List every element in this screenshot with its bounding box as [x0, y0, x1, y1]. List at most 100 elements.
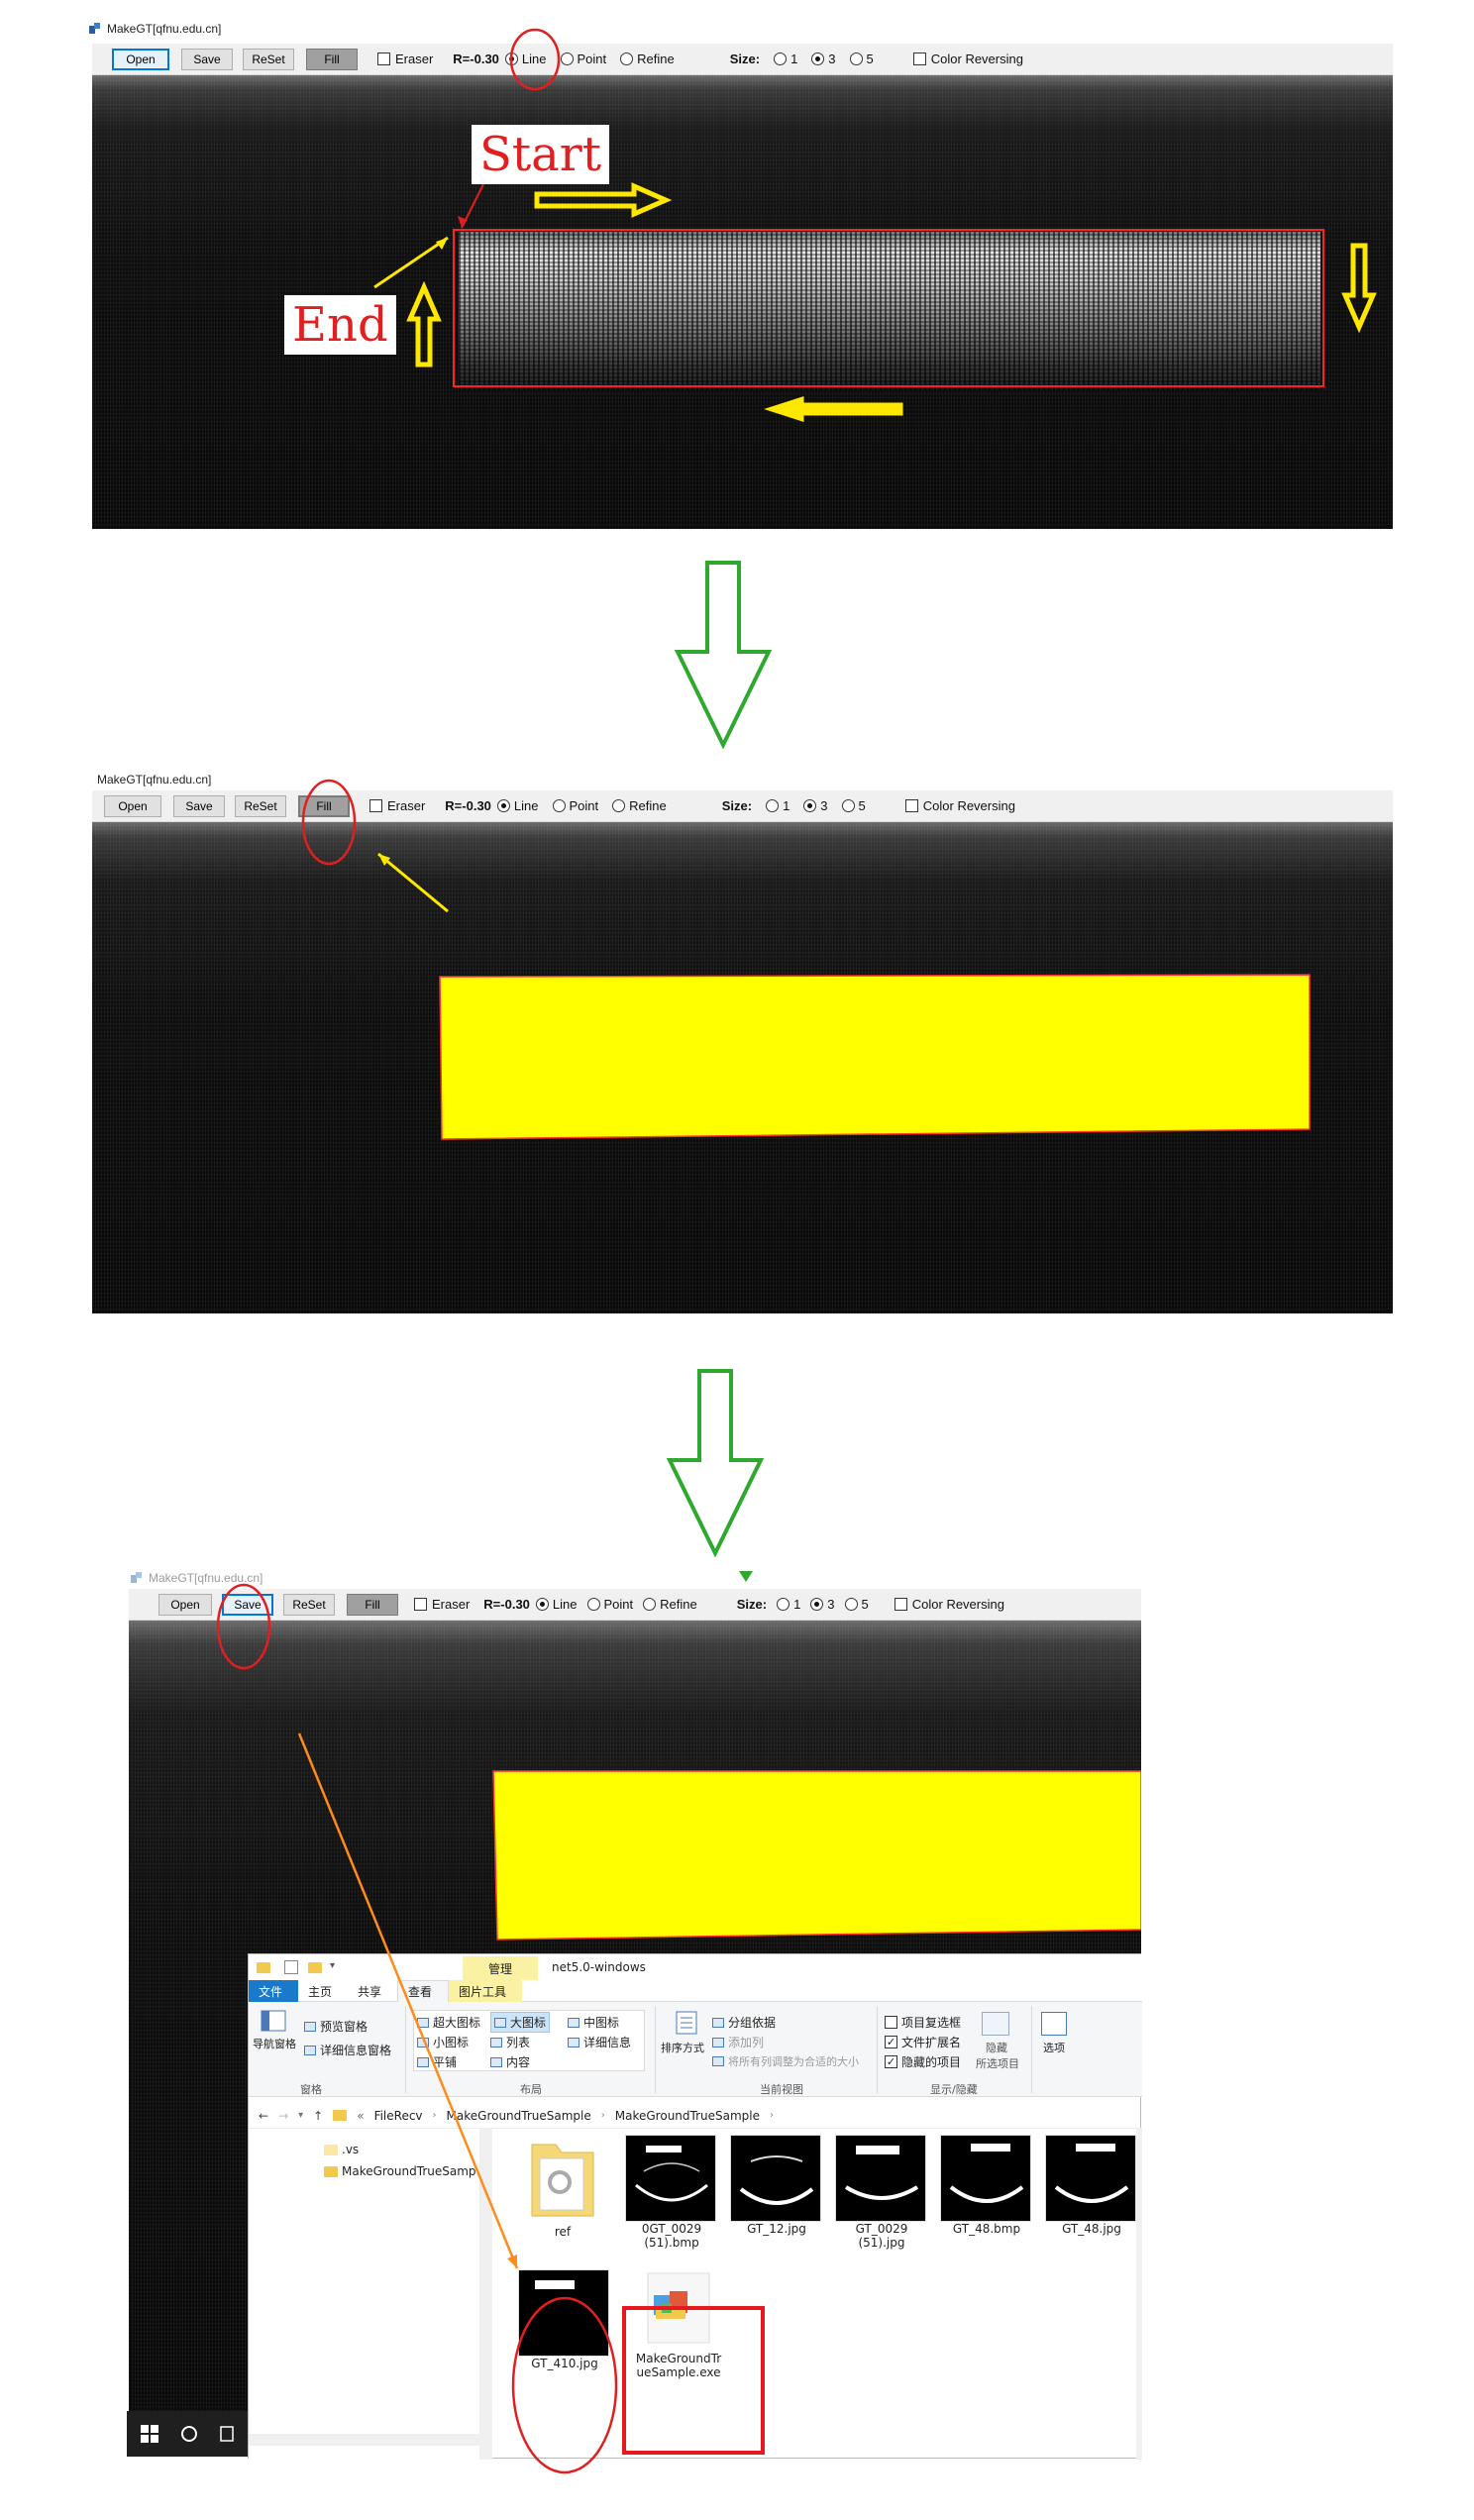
- gt-thumbnail: [940, 2135, 1031, 2222]
- file-item-0gt-0029-51-bmp[interactable]: 0GT_0029 (51).bmp: [625, 2135, 718, 2250]
- color-reversing-checkbox[interactable]: Color Reversing: [904, 798, 1015, 813]
- line-radio[interactable]: Line: [496, 798, 539, 813]
- hidden-items-toggle[interactable]: 隐藏的项目: [885, 2053, 961, 2070]
- tab-home[interactable]: 主页: [308, 1984, 333, 1999]
- breadcrumb-filerecv[interactable]: FileRecv: [373, 2108, 423, 2123]
- new-folder-icon[interactable]: [308, 1962, 322, 1973]
- item-checkboxes-toggle[interactable]: 项目复选框: [885, 2014, 961, 2031]
- left-arrow: [764, 395, 903, 423]
- tree-scrollbar[interactable]: [480, 2129, 492, 2460]
- tree-item-makegroundtruesample[interactable]: MakeGroundTrueSamp: [324, 2164, 476, 2178]
- explorer-window-title: net5.0-windows: [552, 1960, 646, 1974]
- fit-columns-button[interactable]: 将所有列调整为合适的大小: [712, 2053, 859, 2069]
- qat-dropdown-icon[interactable]: ▾: [330, 1960, 336, 1971]
- reset-button[interactable]: ReSet: [235, 794, 286, 817]
- size-3-radio[interactable]: 3: [803, 798, 828, 813]
- fill-button[interactable]: Fill: [306, 48, 358, 70]
- refine-radio[interactable]: Refine: [620, 52, 675, 66]
- recent-dropdown-icon[interactable]: ▾: [298, 2110, 304, 2121]
- file-item-gt-0029-51-jpg[interactable]: GT_0029 (51).jpg: [835, 2135, 928, 2250]
- layout-large[interactable]: 大图标: [490, 2012, 551, 2033]
- reset-button[interactable]: ReSet: [243, 48, 294, 70]
- tree-hscrollbar[interactable]: [249, 2434, 480, 2446]
- back-arrow-icon[interactable]: ←: [259, 2108, 269, 2123]
- breadcrumb-makegroundtruesample-1[interactable]: MakeGroundTrueSample: [446, 2108, 591, 2123]
- r-value: R= -0.30: [483, 1597, 530, 1612]
- selected-items-label: 所选项目: [976, 2057, 1019, 2070]
- tree-item-vs[interactable]: .vs: [324, 2143, 359, 2156]
- windows-start-icon[interactable]: [141, 2425, 158, 2443]
- color-reversing-checkbox[interactable]: Color Reversing: [912, 52, 1023, 66]
- search-circle-icon[interactable]: [180, 2425, 198, 2443]
- line-radio[interactable]: Line: [535, 1597, 578, 1612]
- breadcrumb-overflow[interactable]: «: [357, 2108, 365, 2123]
- options-icon: [1041, 2012, 1067, 2036]
- file-item-ref[interactable]: ref: [522, 2133, 603, 2239]
- forward-arrow-icon[interactable]: →: [278, 2108, 289, 2123]
- up-arrow-icon[interactable]: ↑: [313, 2108, 324, 2123]
- preview-pane-button[interactable]: 预览窗格: [304, 2018, 368, 2035]
- details-pane-button[interactable]: 详细信息窗格: [304, 2042, 391, 2058]
- size-1-radio[interactable]: 1: [774, 52, 797, 66]
- size-1-radio[interactable]: 1: [766, 798, 790, 813]
- refine-radio[interactable]: Refine: [643, 1597, 697, 1612]
- manage-tab[interactable]: 管理: [463, 1956, 538, 1980]
- save-button[interactable]: Save: [222, 1593, 273, 1616]
- fill-button[interactable]: Fill: [298, 794, 350, 817]
- task-view-icon[interactable]: [220, 2425, 234, 2443]
- tab-view[interactable]: 查看: [397, 1980, 449, 2002]
- file-item-gt-48-jpg[interactable]: GT_48.jpg: [1045, 2135, 1138, 2236]
- size-5-radio[interactable]: 5: [849, 52, 874, 66]
- layout-details[interactable]: 详细信息: [568, 2034, 631, 2050]
- tab-share[interactable]: 共享: [358, 1984, 382, 1999]
- tab-file[interactable]: 文件: [249, 1980, 298, 2002]
- layout-medium[interactable]: 中图标: [568, 2014, 619, 2031]
- fill-button[interactable]: Fill: [347, 1593, 398, 1616]
- eraser-checkbox[interactable]: Eraser: [377, 52, 433, 66]
- color-reversing-checkbox[interactable]: Color Reversing: [894, 1597, 1004, 1612]
- layout-content[interactable]: 内容: [490, 2053, 530, 2070]
- add-column-button[interactable]: 添加列: [712, 2034, 764, 2050]
- save-button[interactable]: Save: [181, 48, 233, 70]
- window-title-3: MakeGT[qfnu.edu.cn]: [131, 1571, 263, 1585]
- line-radio-highlight: [509, 28, 561, 91]
- file-item-gt-48-bmp[interactable]: GT_48.bmp: [940, 2135, 1033, 2236]
- hide-selected-label[interactable]: 隐藏: [986, 2042, 1007, 2054]
- breadcrumb-makegroundtruesample-2[interactable]: MakeGroundTrueSample: [614, 2108, 760, 2123]
- refine-radio[interactable]: Refine: [612, 798, 667, 813]
- window-title-2: MakeGT[qfnu.edu.cn]: [97, 773, 212, 787]
- gt-thumbnail: [730, 2135, 821, 2222]
- properties-icon[interactable]: [284, 1960, 298, 1974]
- size-5-radio[interactable]: 5: [841, 798, 866, 813]
- open-button[interactable]: Open: [112, 48, 169, 70]
- size-1-radio[interactable]: 1: [777, 1597, 800, 1612]
- start-label: Start: [472, 125, 610, 184]
- layout-tiles[interactable]: 平铺: [417, 2053, 457, 2070]
- app-icon: [89, 23, 101, 35]
- reset-button[interactable]: ReSet: [283, 1593, 335, 1616]
- sort-button[interactable]: [665, 2010, 708, 2039]
- file-extensions-toggle[interactable]: 文件扩展名: [885, 2034, 961, 2050]
- point-radio[interactable]: Point: [560, 52, 606, 66]
- file-item-gt-12-jpg[interactable]: GT_12.jpg: [730, 2135, 823, 2236]
- files-scrollbar[interactable]: [1136, 2129, 1142, 2460]
- group-by-button[interactable]: 分组依据: [712, 2014, 776, 2031]
- size-label: Size:: [721, 798, 753, 813]
- eraser-checkbox[interactable]: Eraser: [369, 798, 425, 813]
- taskbar: [127, 2411, 248, 2457]
- open-button[interactable]: Open: [104, 794, 161, 817]
- eraser-checkbox[interactable]: Eraser: [414, 1597, 470, 1612]
- point-radio[interactable]: Point: [552, 798, 598, 813]
- size-5-radio[interactable]: 5: [844, 1597, 869, 1612]
- size-3-radio[interactable]: 3: [811, 52, 836, 66]
- size-3-radio[interactable]: 3: [810, 1597, 835, 1612]
- point-radio[interactable]: Point: [586, 1597, 633, 1612]
- gt-thumbnail: [625, 2135, 716, 2222]
- nav-pane-button[interactable]: [257, 2010, 290, 2035]
- tab-picture-tools[interactable]: 图片工具: [449, 1980, 522, 2002]
- save-button[interactable]: Save: [173, 794, 225, 817]
- preview-pane-icon: [304, 2021, 316, 2032]
- options-button[interactable]: 选项: [1043, 2042, 1065, 2054]
- open-button[interactable]: Open: [158, 1593, 212, 1616]
- layout-list[interactable]: 列表: [490, 2034, 530, 2050]
